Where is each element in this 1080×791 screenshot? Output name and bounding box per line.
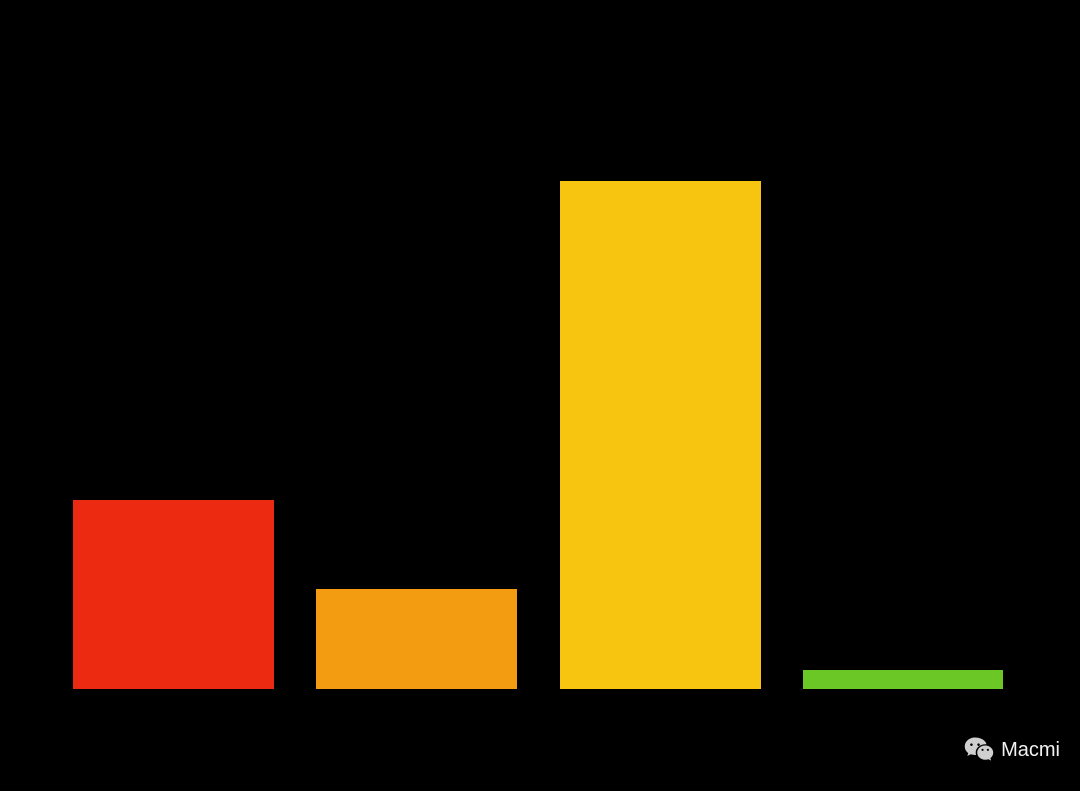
bar-2 [316,589,517,689]
watermark-text: Macmi [1001,739,1060,762]
wechat-icon [963,734,995,766]
bar-chart [0,0,1080,791]
bar-1 [73,500,274,689]
watermark: Macmi [963,734,1060,766]
bar-3 [560,181,761,689]
bar-4 [803,670,1003,689]
